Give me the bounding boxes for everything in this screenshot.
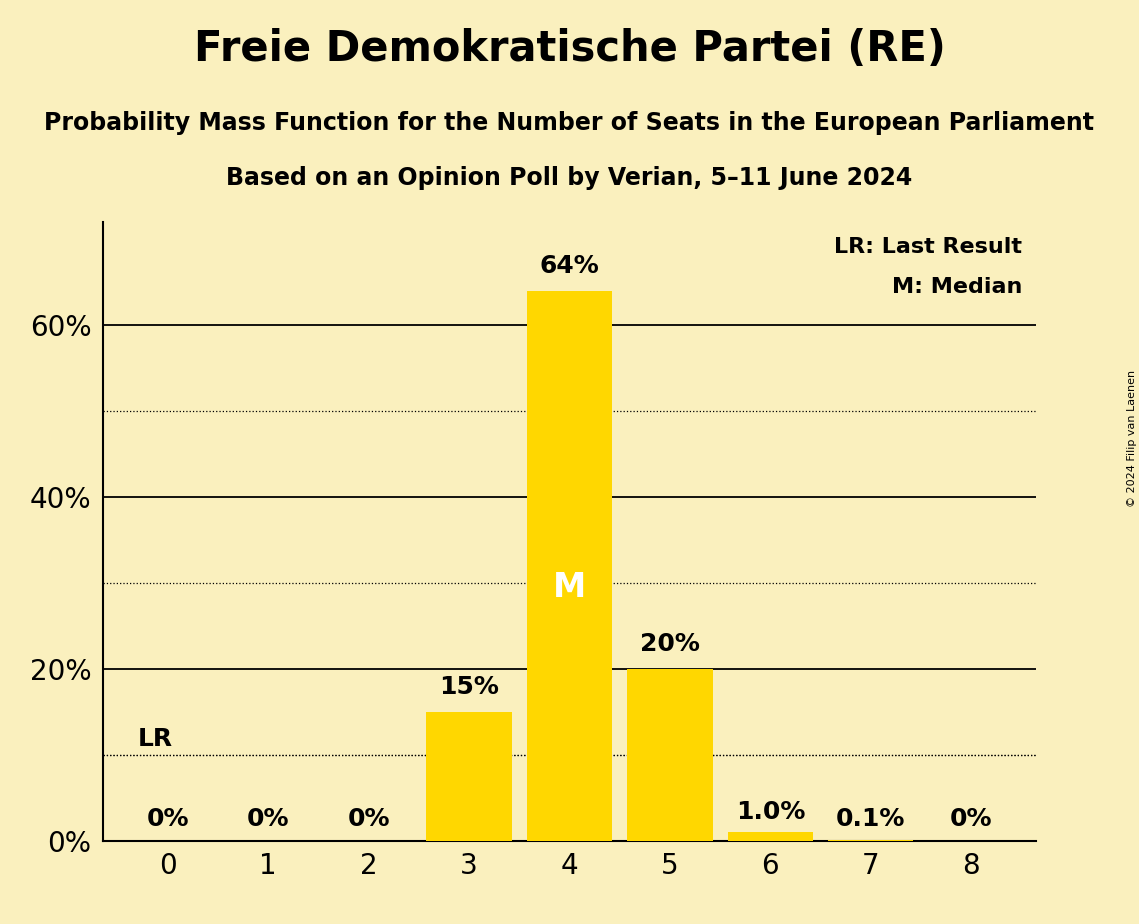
Text: LR: LR xyxy=(138,726,173,750)
Text: 20%: 20% xyxy=(640,632,699,656)
Text: Based on an Opinion Poll by Verian, 5–11 June 2024: Based on an Opinion Poll by Verian, 5–11… xyxy=(227,166,912,190)
Text: © 2024 Filip van Laenen: © 2024 Filip van Laenen xyxy=(1126,370,1137,506)
Text: 15%: 15% xyxy=(440,675,499,699)
Text: 1.0%: 1.0% xyxy=(736,799,805,823)
Text: 0%: 0% xyxy=(950,807,992,831)
Text: 0%: 0% xyxy=(247,807,289,831)
Text: Freie Demokratische Partei (RE): Freie Demokratische Partei (RE) xyxy=(194,28,945,69)
Text: 64%: 64% xyxy=(540,254,599,277)
Text: 0.1%: 0.1% xyxy=(836,808,906,832)
Bar xyxy=(628,669,713,841)
Text: 0%: 0% xyxy=(147,807,189,831)
Text: 0%: 0% xyxy=(347,807,390,831)
Bar xyxy=(728,833,813,841)
Bar xyxy=(527,290,612,841)
Text: Probability Mass Function for the Number of Seats in the European Parliament: Probability Mass Function for the Number… xyxy=(44,111,1095,135)
Bar xyxy=(426,711,511,841)
Text: M: M xyxy=(552,571,587,604)
Text: LR: Last Result: LR: Last Result xyxy=(835,237,1023,257)
Text: M: Median: M: Median xyxy=(892,277,1023,298)
